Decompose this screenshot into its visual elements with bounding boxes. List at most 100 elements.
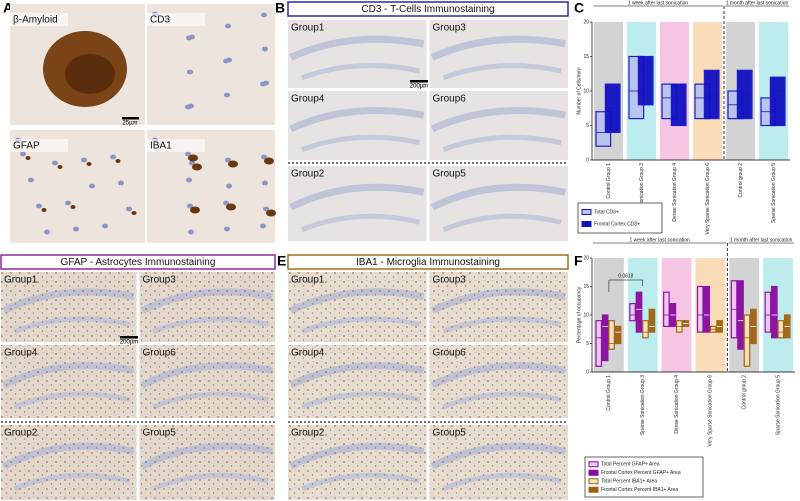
box xyxy=(595,320,603,367)
box xyxy=(663,291,670,328)
legend-swatch xyxy=(581,221,592,227)
nucleus xyxy=(226,183,232,189)
stained-cell xyxy=(86,162,92,166)
group-label: Group1 xyxy=(291,275,325,286)
nucleus xyxy=(187,69,193,75)
box xyxy=(670,83,687,127)
label-bg xyxy=(10,139,68,152)
legend-box xyxy=(584,456,704,498)
stain-texture xyxy=(1,425,137,500)
box xyxy=(764,291,772,333)
scale-label: 25µm xyxy=(122,121,137,127)
panel-title: CD3 - T-Cells Immunostaining xyxy=(361,4,494,15)
y-tick-label: 20 xyxy=(583,255,589,261)
panel-title: GFAP - Astrocytes Immunostaining xyxy=(61,257,216,268)
nucleus xyxy=(225,157,231,163)
y-tick-label: 10 xyxy=(583,312,589,318)
group-label: Group5 xyxy=(433,169,467,180)
nucleus xyxy=(224,226,230,232)
group-label: Group4 xyxy=(4,348,38,359)
nucleus xyxy=(188,229,194,235)
tissue-band xyxy=(300,213,421,233)
tissue-band xyxy=(430,183,566,211)
x-tick-label: Dense Sonication Group 4 xyxy=(674,375,680,434)
legend-label: Frontal Cortex CD3+ xyxy=(594,221,640,227)
group-label: Group4 xyxy=(291,94,325,105)
stain-texture xyxy=(288,425,427,500)
group-label: Group1 xyxy=(291,23,325,34)
panel-title: IBA1 - Microglia Immunostaining xyxy=(356,257,500,268)
group-label: Group2 xyxy=(4,428,38,439)
period-label: 1 week after last sonication xyxy=(630,237,691,243)
group-label: Group4 xyxy=(291,348,325,359)
x-tick-label: Dense Sonication Group 4 xyxy=(672,163,678,222)
x-tick-label: Control Group 1 xyxy=(606,375,612,411)
nucleus xyxy=(263,206,269,212)
nucleus xyxy=(189,160,195,166)
legend-swatch xyxy=(588,478,599,485)
panel-title-box xyxy=(0,254,276,270)
nucleus xyxy=(118,180,124,186)
stained-cell xyxy=(190,206,200,214)
legend-swatch xyxy=(588,461,599,468)
box xyxy=(637,55,654,106)
y-tick-label: 5 xyxy=(586,123,589,129)
nucleus xyxy=(110,154,116,160)
stained-cell xyxy=(226,203,236,211)
box xyxy=(737,280,744,350)
legend-box xyxy=(577,202,663,234)
panel-label: A xyxy=(3,0,13,16)
x-tick-label: Control Group 1 xyxy=(606,163,612,199)
stained-cell xyxy=(131,211,137,215)
stain-texture xyxy=(139,425,275,500)
stain-texture xyxy=(1,345,137,418)
label-bg xyxy=(147,13,205,26)
scale-bar xyxy=(410,80,428,83)
panel-title-box xyxy=(287,254,569,270)
tissue-band xyxy=(289,107,425,133)
tissue-band xyxy=(442,213,562,233)
legend-swatch xyxy=(588,469,599,476)
tissue-band xyxy=(300,63,421,81)
nucleus xyxy=(187,203,193,209)
period-label: 1 month after last sonication xyxy=(730,237,793,243)
x-tick-label: Sparse Sonication Group 3 xyxy=(639,163,645,223)
scale-bar xyxy=(120,336,138,339)
nucleus xyxy=(73,226,79,232)
legend-label: Total Percent GFAP+ Area xyxy=(601,462,660,468)
stained-cell xyxy=(41,208,47,212)
stained-cell xyxy=(264,157,274,165)
legend-label: Frontal Cortex Percent GFAP+ Area xyxy=(601,470,681,476)
group-label: Group5 xyxy=(433,428,467,439)
tissue-band xyxy=(442,63,562,81)
panel-title-box xyxy=(287,1,569,17)
stained-cell xyxy=(25,156,31,160)
image-label: IBA1 xyxy=(150,141,172,152)
x-tick-label: Sparse Sonication Group 5 xyxy=(771,163,777,223)
nucleus xyxy=(261,154,267,160)
x-tick-label: Sparse Sonication Group 3 xyxy=(640,375,646,435)
box xyxy=(635,291,643,333)
stained-cell xyxy=(188,154,198,162)
image-label: β-Amyloid xyxy=(13,15,58,26)
period-label: 1 week after last sonication xyxy=(628,0,689,6)
stained-cell xyxy=(192,163,202,171)
box xyxy=(608,320,615,350)
period-label: 1 month after last sonication xyxy=(726,0,789,6)
group-label: Group6 xyxy=(433,348,467,359)
tissue-band xyxy=(430,35,566,61)
stained-cell xyxy=(266,209,276,217)
nucleus xyxy=(261,12,267,18)
stain-texture xyxy=(1,272,137,342)
stained-cell xyxy=(70,205,76,209)
panel-label: B xyxy=(275,0,285,16)
panel-label: E xyxy=(277,253,286,269)
box xyxy=(614,325,622,345)
nucleus xyxy=(262,46,268,52)
nucleus xyxy=(262,180,268,186)
stained-cell xyxy=(115,159,121,163)
nucleus xyxy=(126,206,132,212)
tissue-band xyxy=(430,107,566,133)
box xyxy=(769,76,786,127)
